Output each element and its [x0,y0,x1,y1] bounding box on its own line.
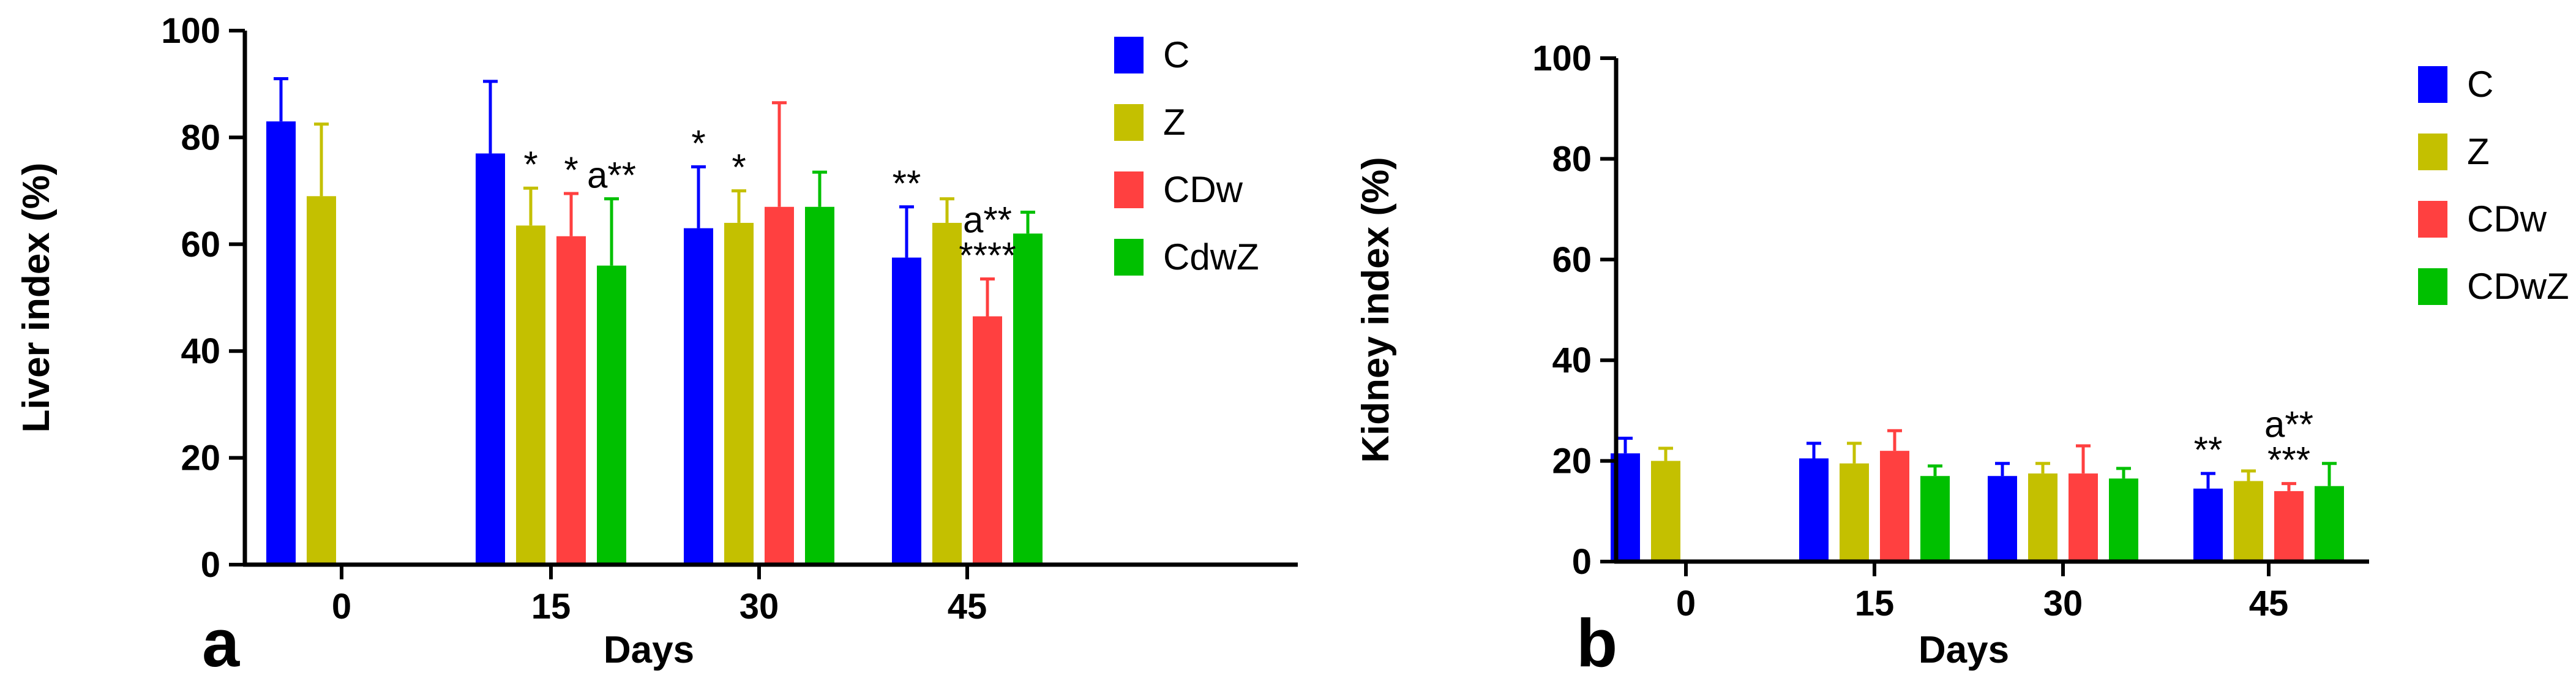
bar [684,228,713,565]
y-tick-label: 60 [1552,240,1592,280]
bar [1880,451,1909,562]
bar [1840,463,1869,562]
chart-panel-b: 0 20 40 60 80 100 0 15 30 45 Days Kidney index (%) b… [1355,39,2569,681]
x-tick-label: 45 [948,587,987,626]
significance-annotation: **** [959,235,1016,276]
y-tick-label: 20 [181,438,220,478]
legend-label: CDwZ [2467,266,2569,307]
significance-annotation: a** [587,155,636,196]
y-tick-label: 40 [181,331,220,371]
legend-swatch [2418,268,2447,305]
y-tick-label: 80 [1552,139,1592,179]
y-tick-label: 80 [181,118,220,157]
legend-label: Z [1163,102,1186,143]
x-tick-label: 15 [531,587,571,626]
bar [973,316,1002,565]
legend-label: CdwZ [1163,236,1259,277]
x-tick-label: 30 [739,587,779,626]
y-tick-label: 40 [1552,340,1592,380]
legend-swatch [1114,37,1144,73]
y-axis-title: Kidney index (%) [1355,157,1397,463]
bar [2069,473,2098,562]
x-tick-label: 30 [2043,584,2083,623]
legend: CZ CDw CdwZ [1114,34,1259,277]
legend-swatch [2418,201,2447,238]
bar [1651,461,1680,562]
panel-label: a [202,606,240,681]
bar [2109,478,2138,562]
bar [266,121,296,565]
y-axis-title: Liver index (%) [15,163,58,433]
x-axis-title: Days [604,629,694,671]
legend-swatch [1114,104,1144,141]
x-tick-label: 0 [1676,584,1696,623]
legend-swatch [1114,239,1144,276]
bar [805,206,834,565]
bar [932,222,962,565]
x-axis-title: Days [1919,629,2009,671]
bar [2234,481,2263,562]
significance-annotation: * [691,122,705,164]
bar [597,265,626,565]
bar [1013,233,1043,565]
bar [1920,476,1950,562]
bar [307,196,336,565]
y-tick-label: 100 [1532,39,1592,78]
bar [2315,486,2344,562]
legend-swatch [2418,134,2447,170]
significance-annotation: a** [963,199,1012,240]
bar [765,206,794,565]
x-tick-label: 45 [2249,584,2289,623]
significance-annotation: ** [2194,429,2223,470]
legend-label: CDw [1163,169,1243,210]
bar [556,236,586,565]
y-tick-label: 0 [201,545,220,585]
significance-annotation: *** [2267,440,2310,481]
significance-annotation: * [732,147,746,188]
bar [476,153,505,565]
bar [516,225,545,565]
significance-annotation: * [564,149,578,190]
x-tick-label: 0 [332,587,351,626]
legend: CZ CDw CDwZ [2418,64,2569,307]
y-tick-label: 20 [1552,442,1592,481]
bar [2274,491,2304,562]
x-tick-label: 15 [1855,584,1895,623]
significance-annotation: a** [2264,404,2313,445]
panel-label: b [1576,606,1617,681]
significance-annotation: ** [893,163,921,204]
legend-label: Z [2467,131,2490,172]
legend-label: C [1163,34,1189,75]
bar [2193,488,2223,562]
significance-annotation: * [523,144,537,185]
bar [2028,473,2057,562]
legend-swatch [2418,66,2447,103]
y-tick-label: 100 [161,11,220,51]
bar [892,257,921,565]
chart-panel-a: 0 20 40 60 80 100 0 15 30 45 Days Liver index (%) a C… [15,11,1298,681]
legend-swatch [1114,171,1144,208]
bar [1988,476,2017,562]
y-tick-label: 60 [181,225,220,265]
bar [724,222,754,565]
legend-label: CDw [2467,198,2547,239]
bar [1799,458,1829,562]
y-tick-label: 0 [1572,542,1592,582]
legend-label: C [2467,64,2493,105]
